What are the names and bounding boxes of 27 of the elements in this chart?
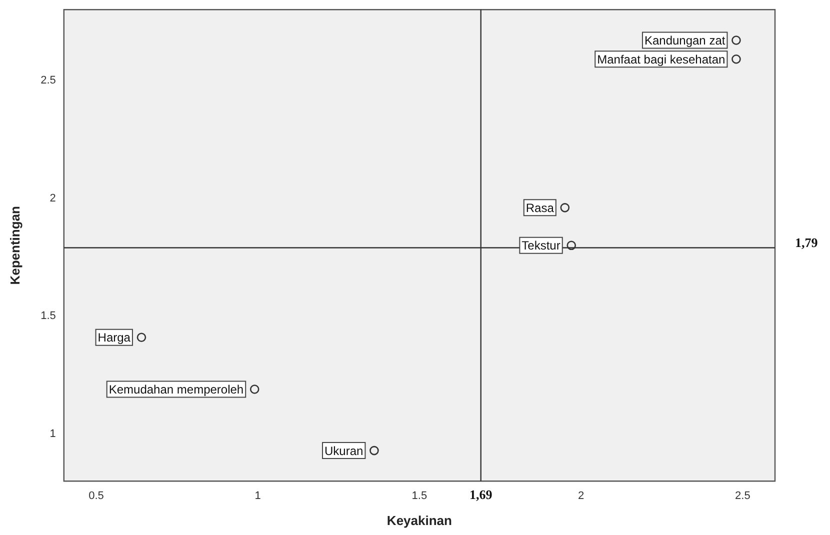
point (732, 54, 741, 64)
point (560, 203, 570, 212)
x-tick-label: 2 (578, 490, 584, 502)
annotation: Manfaat bagi kesehatan (597, 52, 726, 66)
point (732, 36, 741, 45)
y-tick-label: 1.5 (40, 310, 56, 322)
x-tick-label: 1 (254, 490, 261, 502)
ref-line-label: 1,69 (469, 487, 493, 502)
y-tick-label: 2.5 (40, 74, 56, 86)
annotation: Tekstur (522, 238, 560, 253)
annotation: Kandungan zat (644, 34, 726, 48)
x-axis-title: Keyakinan (386, 512, 452, 528)
point (370, 446, 379, 456)
x-tick-label: 0.5 (88, 490, 104, 502)
point (136, 332, 146, 342)
y-tick-label: 2 (50, 192, 56, 204)
ref-line-label: 1,79 (795, 235, 818, 250)
point (566, 240, 576, 250)
x-tick-label: 2.5 (735, 490, 750, 502)
y-tick-label: 1 (50, 428, 56, 440)
point (250, 384, 260, 394)
annotation: Harga (98, 330, 131, 345)
y-axis-title: Kepentingan (7, 206, 22, 285)
x-tick-label: 1.5 (412, 490, 428, 502)
annotation: Kemudahan memperoleh (108, 382, 244, 397)
annotation: Rasa (526, 200, 554, 215)
annotation: Ukuran (324, 444, 364, 458)
